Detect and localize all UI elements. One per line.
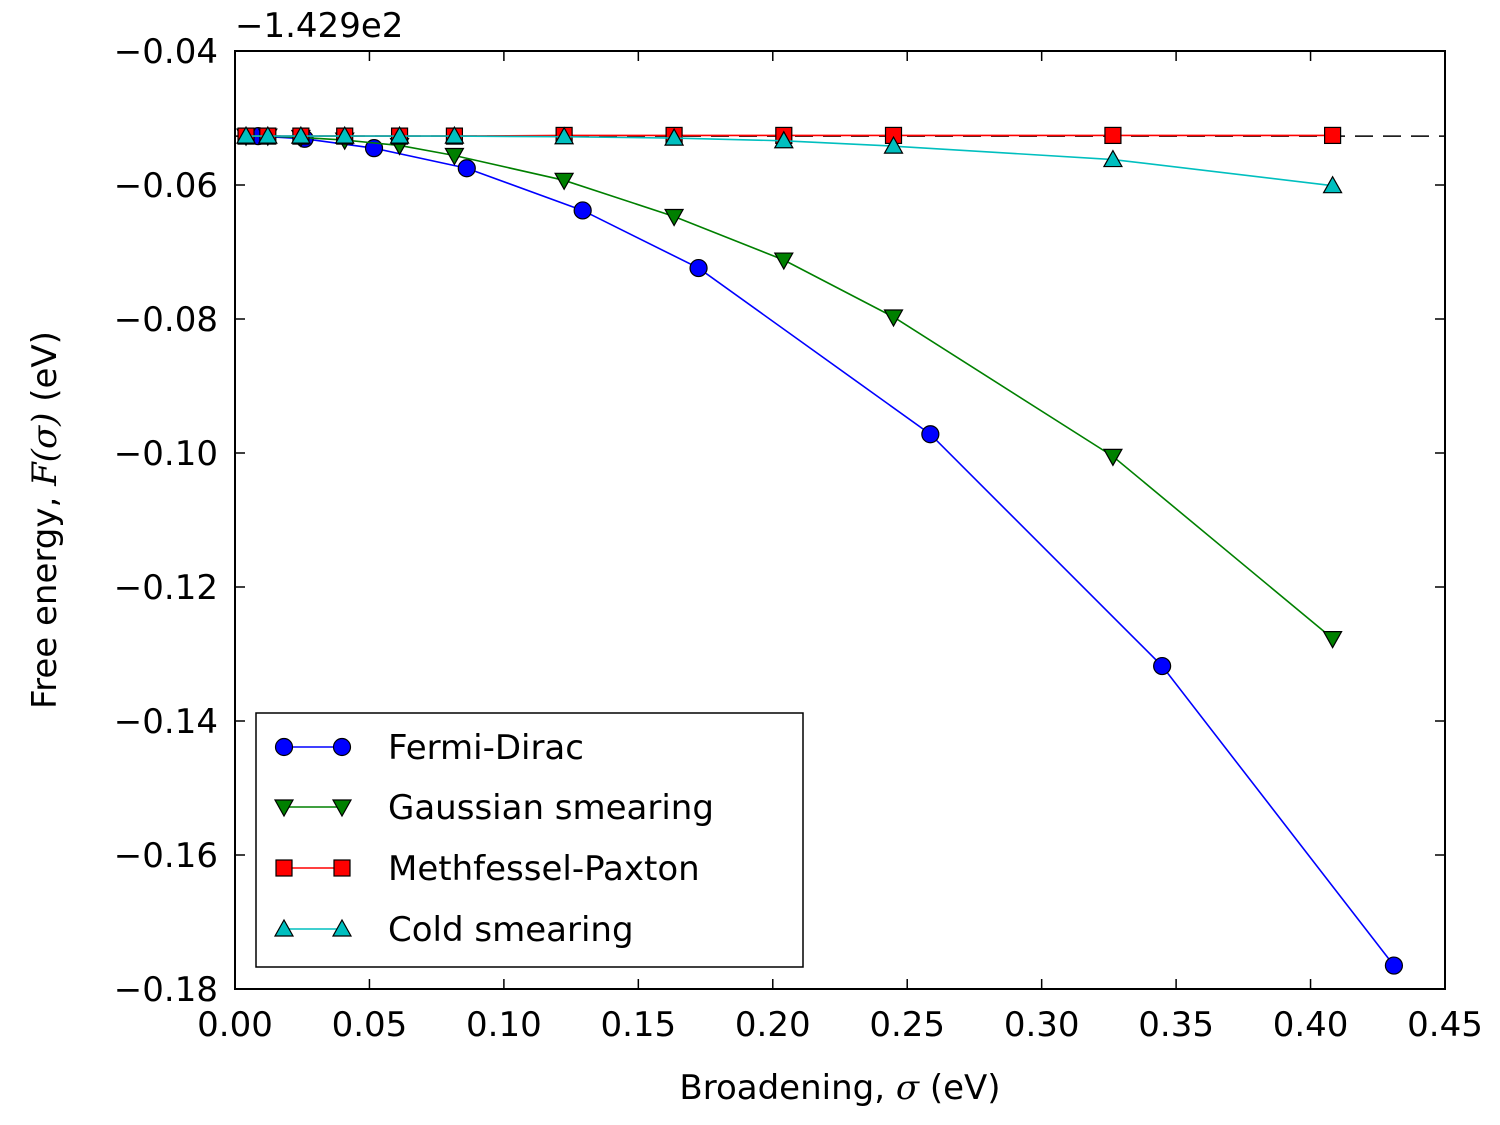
legend-label: Gaussian smearing (388, 788, 714, 828)
legend: Fermi-Dirac Gaussian smearing Methfessel-P… (255, 712, 804, 968)
x-tick-label: 0.40 (1273, 1005, 1349, 1045)
data-point (573, 201, 592, 220)
x-tick-label: 0.10 (466, 1005, 542, 1045)
data-point (1384, 956, 1404, 975)
y-tick-label: −0.10 (114, 434, 218, 474)
y-tick-label: −0.16 (114, 836, 218, 876)
y-tick-label: −0.12 (114, 568, 218, 608)
legend-entry-0: Fermi-Dirac (274, 728, 584, 768)
data-point (334, 125, 355, 144)
legend-marker (331, 918, 353, 937)
data-point (689, 258, 708, 278)
x-tick-label: 0.45 (1407, 1005, 1483, 1045)
legend-marker (273, 799, 295, 818)
y-tick-label: −0.14 (114, 702, 218, 742)
x-tick-label: 0.20 (735, 1005, 811, 1045)
data-point (389, 125, 410, 144)
data-point (1104, 126, 1122, 145)
series-3 (235, 125, 1343, 194)
data-point (554, 172, 575, 191)
x-axis-label: Broadening, σ (eV) (679, 1068, 1000, 1108)
y-tick-label: −0.08 (114, 300, 218, 340)
plot-frame (234, 50, 1446, 990)
data-point (883, 309, 904, 328)
data-point (773, 130, 794, 149)
data-point (883, 135, 904, 154)
x-tick-label: 0.00 (197, 1005, 273, 1045)
axis-ticks: 0.00 0.05 0.10 0.15 0.20 0.25 0.30 0.35 0.40 0.45… (114, 32, 1483, 1045)
data-point (235, 125, 257, 144)
data-point (664, 208, 685, 227)
data-point (773, 252, 794, 271)
legend-box (255, 712, 804, 968)
y-tick-label: −0.04 (114, 32, 218, 72)
data-point (1324, 126, 1342, 145)
data-point (664, 127, 685, 146)
data-point (1322, 630, 1343, 649)
x-tick-label: 0.15 (600, 1005, 676, 1045)
data-point (1102, 149, 1123, 168)
data-point (1153, 656, 1172, 676)
legend-label: Methfessel-Paxton (388, 849, 700, 889)
legend-label: Fermi-Dirac (388, 728, 584, 768)
x-tick-label: 0.05 (332, 1005, 408, 1045)
legend-entry-3: Cold smearing (273, 910, 634, 950)
y-tick-label: −0.18 (114, 970, 218, 1010)
legend-marker (273, 918, 295, 937)
legend-marker (331, 799, 353, 818)
legend-marker (333, 859, 351, 877)
data-point (457, 159, 476, 178)
x-tick-label: 0.30 (1004, 1005, 1080, 1045)
data-point (444, 147, 465, 166)
legend-marker (274, 737, 294, 757)
legend-entry-1: Gaussian smearing (273, 788, 714, 828)
legend-marker (275, 859, 293, 877)
data-point (921, 425, 940, 444)
y-tick-label: −0.06 (114, 166, 218, 206)
legend-marker (332, 737, 352, 757)
data-point (444, 125, 465, 144)
data-point (257, 125, 278, 144)
x-tick-label: 0.25 (869, 1005, 945, 1045)
legend-entry-2: Methfessel-Paxton (275, 849, 700, 889)
y-axis-label: Free energy, F(σ) (eV) (25, 331, 65, 709)
x-tick-label: 0.35 (1138, 1005, 1214, 1045)
plot-marks (235, 125, 1445, 975)
data-point (554, 126, 575, 145)
data-point (1102, 448, 1123, 467)
legend-label: Cold smearing (388, 910, 634, 950)
data-point (1322, 175, 1343, 194)
data-point (290, 125, 311, 144)
legend-entries: Fermi-Dirac Gaussian smearing Methfessel-P… (273, 728, 714, 950)
y-offset-label: −1.429e2 (235, 6, 403, 46)
